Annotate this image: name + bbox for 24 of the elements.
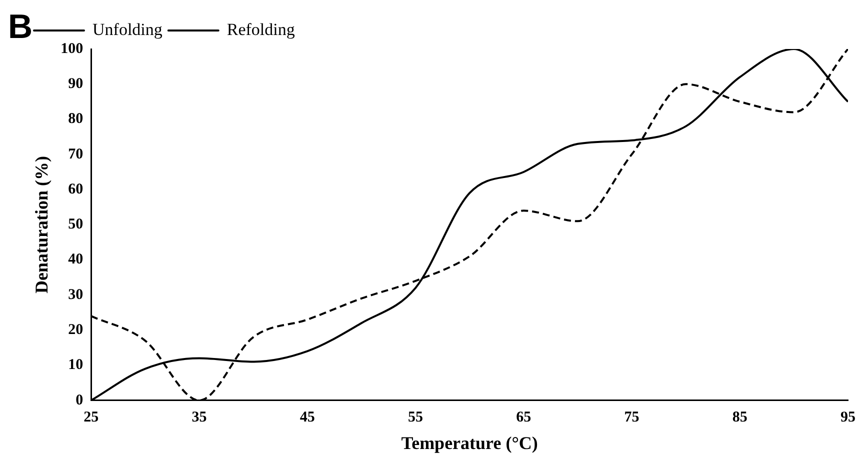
- x-tick-label: 75: [624, 409, 640, 426]
- x-axis-title: Temperature (°C): [401, 432, 538, 453]
- y-tick-label: 80: [68, 111, 84, 128]
- y-tick-label: 30: [68, 286, 84, 303]
- y-tick-label: 60: [68, 181, 84, 198]
- y-tick-label: 10: [68, 357, 84, 374]
- y-tick-label: 100: [60, 40, 84, 57]
- x-tick-label: 65: [516, 409, 532, 426]
- x-tick-label: 55: [408, 409, 423, 426]
- legend-label: Refolding: [226, 20, 296, 39]
- x-tick-label: 95: [840, 409, 856, 426]
- text: B: [8, 8, 33, 47]
- y-tick-label: 70: [68, 146, 84, 162]
- y-tick-label: 20: [68, 322, 84, 338]
- y-tick-label: 50: [68, 216, 84, 233]
- y-tick-label: 40: [68, 252, 84, 268]
- y-axis-title: Denaturation (%): [31, 156, 52, 294]
- legend-label: Unfolding: [92, 20, 163, 39]
- x-tick-label: 85: [732, 409, 748, 426]
- x-tick-label: 25: [84, 409, 99, 426]
- y-tick-label: 90: [68, 76, 84, 92]
- y-tick-label: 0: [76, 392, 84, 408]
- x-tick-label: 35: [192, 409, 207, 426]
- x-tick-label: 45: [300, 409, 315, 426]
